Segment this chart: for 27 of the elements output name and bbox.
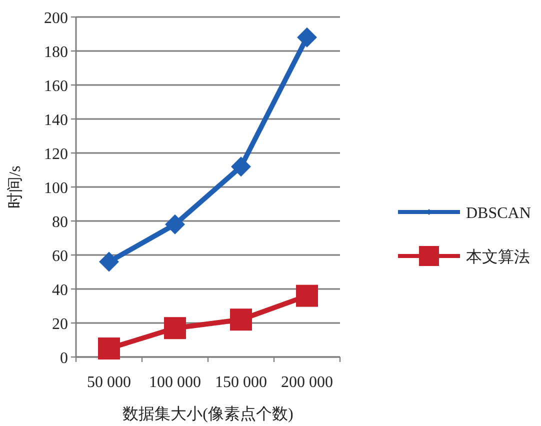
- point: [296, 284, 318, 307]
- y-tick-label: 80: [52, 214, 68, 231]
- y-tick-label: 140: [44, 112, 68, 129]
- y-tick-label: 180: [44, 44, 68, 61]
- x-tick-label: 200 000: [281, 374, 333, 391]
- x-tick-label: 150 000: [215, 374, 267, 391]
- legend-label: DBSCAN: [466, 205, 532, 222]
- point: [231, 156, 251, 177]
- x-tick-label: 100 000: [149, 374, 201, 391]
- x-tick-label: 50 000: [87, 374, 131, 391]
- y-tick-label: 20: [52, 316, 68, 333]
- y-tick-label: 200: [44, 10, 68, 27]
- point: [98, 338, 120, 360]
- y-tick-label: 40: [52, 282, 68, 299]
- y-tick-label: 120: [44, 146, 68, 163]
- y-tick-label: 60: [52, 248, 68, 265]
- x-axis-title: 数据集大小(像素点个数): [122, 405, 294, 423]
- y-axis-title: 时间/s: [6, 166, 24, 208]
- y-tick-label: 160: [44, 78, 68, 95]
- y-tick-label: 0: [60, 350, 68, 367]
- legend-label: 本文算法: [466, 248, 530, 266]
- point: [164, 317, 186, 340]
- point: [99, 252, 119, 272]
- y-tick-label: 100: [44, 180, 68, 197]
- point: [297, 27, 317, 48]
- point: [230, 308, 252, 331]
- point: [165, 214, 185, 234]
